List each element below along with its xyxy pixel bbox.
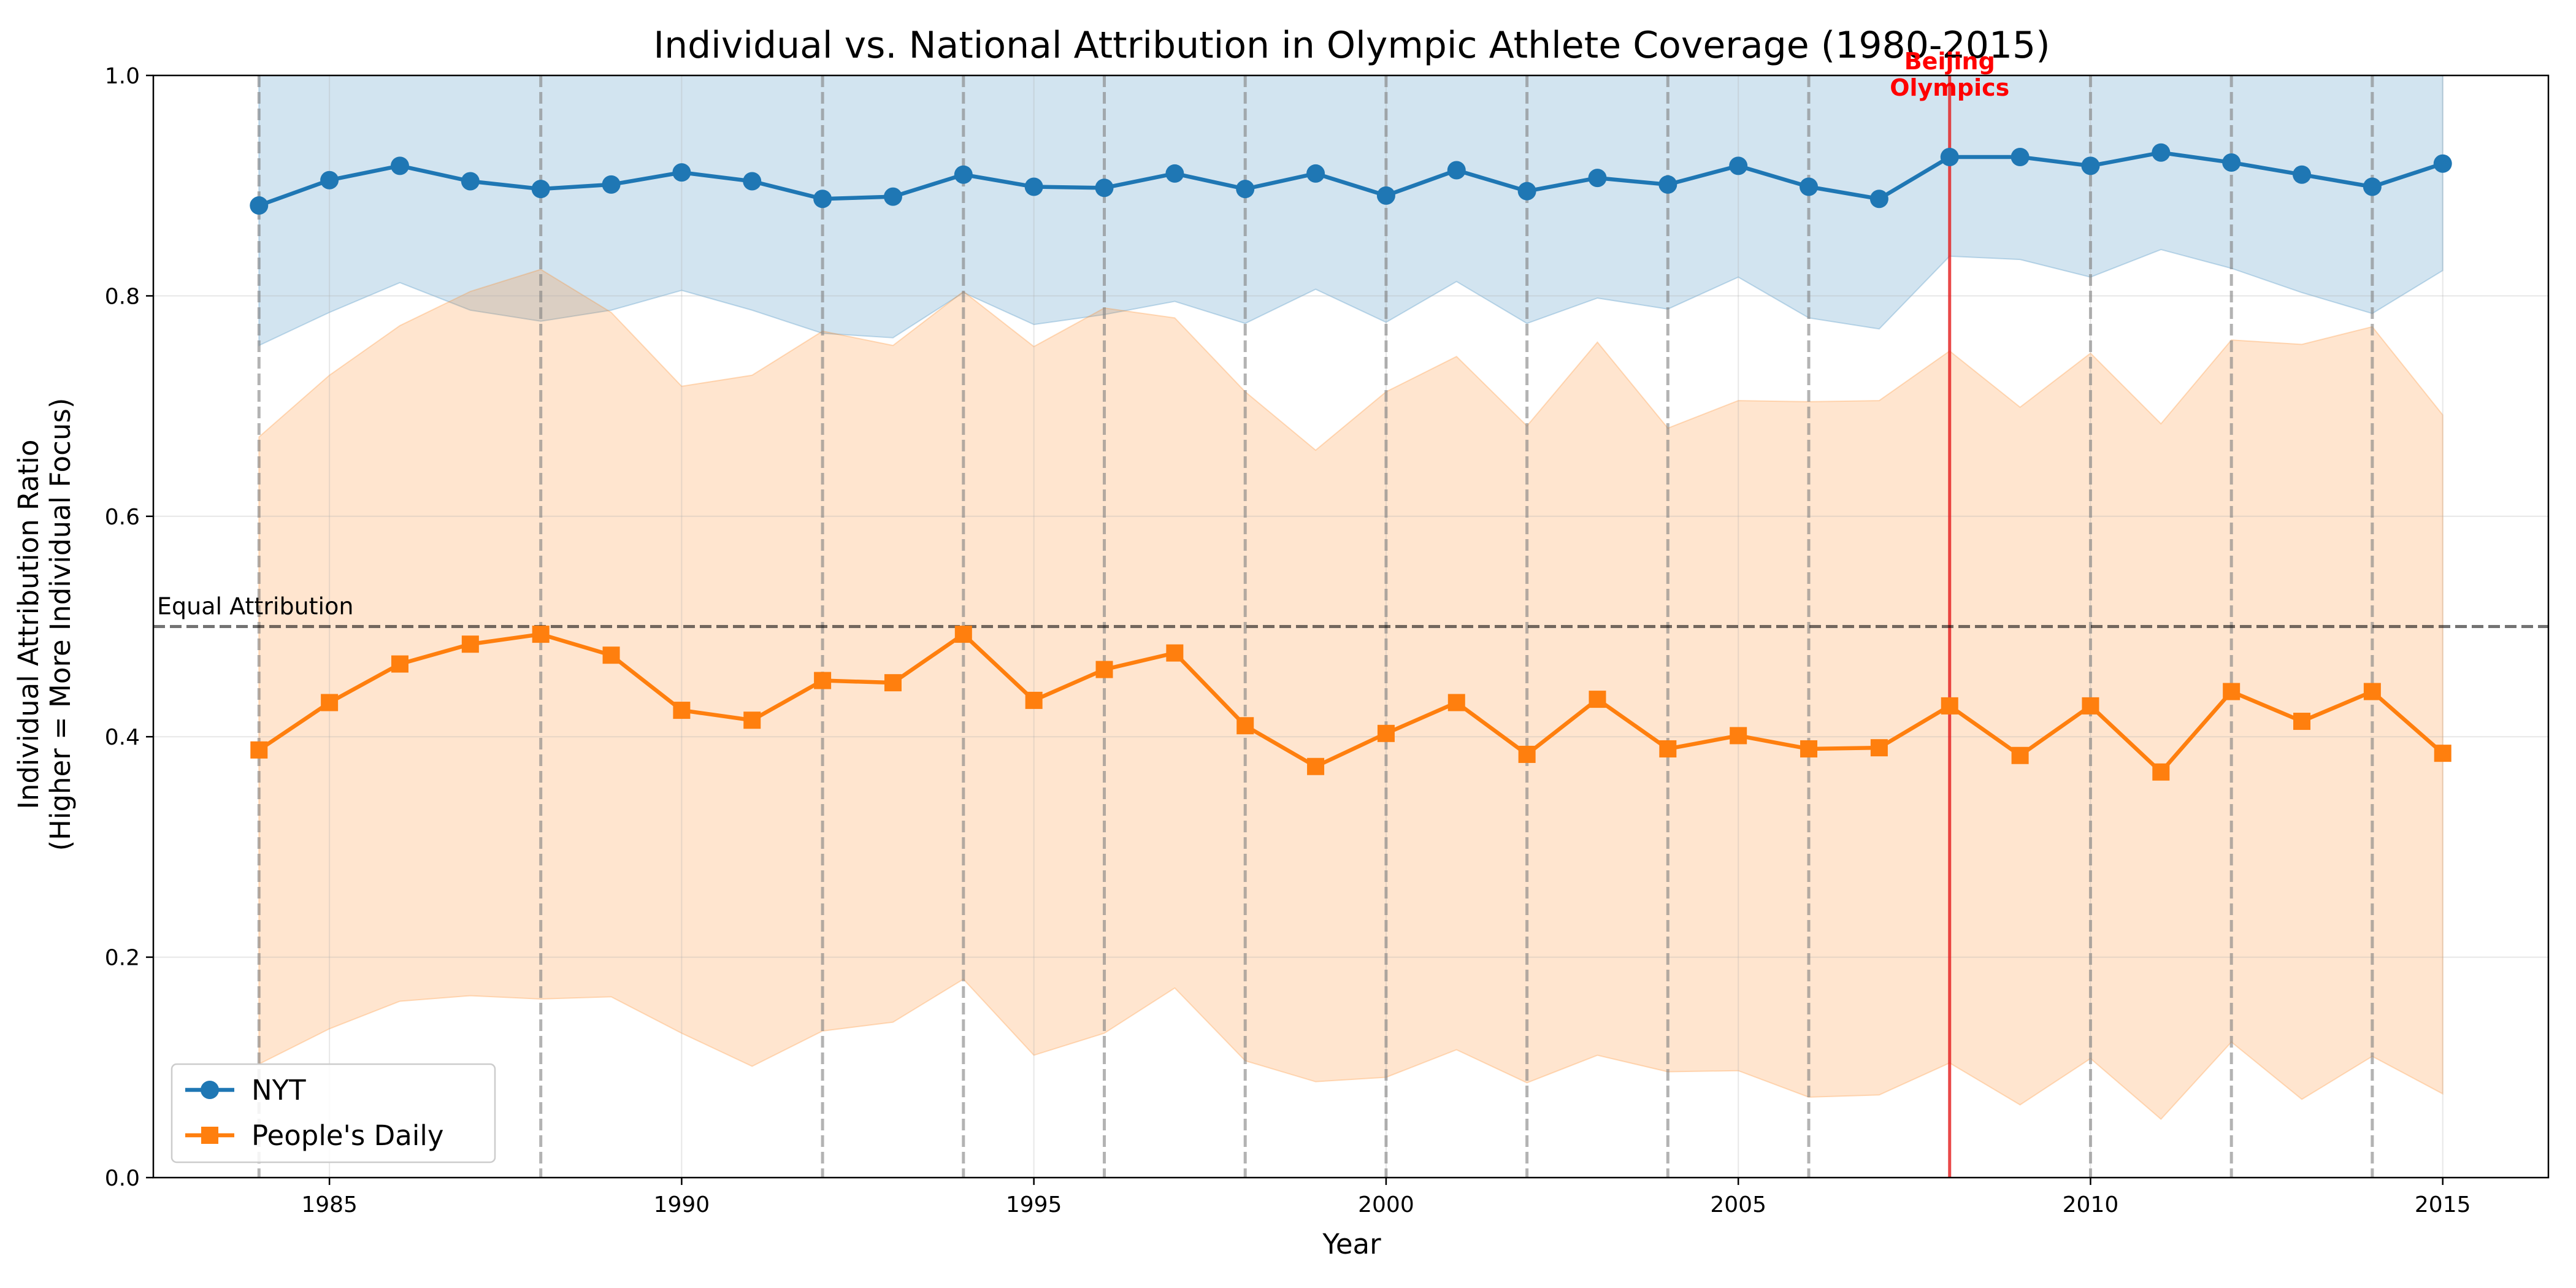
- data-point: [532, 626, 550, 643]
- data-point: [1941, 697, 1958, 715]
- plot-area: 1985 1990 1995 2000 2005 2010 2015 0.0 0.2 0.4 0.6…: [105, 48, 2550, 1217]
- data-point: [2152, 763, 2170, 781]
- y-tick-label: 0.2: [105, 946, 140, 971]
- data-point: [1730, 727, 1747, 745]
- data-point: [390, 156, 409, 175]
- data-point: [814, 672, 832, 689]
- data-point: [1025, 691, 1043, 709]
- data-point: [2363, 177, 2382, 196]
- equal-attribution-label: Equal Attribution: [157, 593, 353, 620]
- data-point: [2222, 153, 2241, 172]
- legend: NYT People's Daily: [171, 1063, 496, 1163]
- data-point: [954, 165, 973, 184]
- data-point: [2011, 147, 2030, 166]
- data-point: [1517, 182, 1536, 201]
- legend-box: [171, 1063, 496, 1163]
- data-point: [1307, 757, 1325, 775]
- data-point: [2011, 746, 2029, 764]
- y-axis-title: Individual Attribution Ratio (Higher = M…: [12, 398, 77, 851]
- data-point: [531, 180, 550, 199]
- confidence-band-1: [258, 269, 2444, 1121]
- data-point: [250, 196, 269, 215]
- data-point: [1729, 156, 1748, 175]
- data-point: [1377, 724, 1395, 742]
- data-point: [1447, 161, 1466, 180]
- x-tick-label: 2015: [2415, 1192, 2471, 1217]
- data-point: [813, 190, 832, 209]
- legend-marker-0: [201, 1081, 219, 1099]
- series-line-0: [258, 150, 2444, 208]
- x-tick-label: 1985: [301, 1192, 358, 1217]
- x-tick-label: 1990: [654, 1192, 710, 1217]
- x-axis-title: Year: [1322, 1228, 1381, 1260]
- y-tick-label: 0.6: [105, 505, 140, 530]
- data-point: [1870, 739, 1888, 757]
- data-point: [672, 163, 691, 182]
- data-point: [2223, 683, 2241, 700]
- y-tick-label: 0.8: [105, 284, 140, 309]
- data-point: [321, 694, 339, 711]
- data-point: [883, 187, 902, 206]
- y-tick-label: 1.0: [105, 64, 140, 89]
- plot-frame: [152, 74, 2550, 1179]
- data-point: [2152, 143, 2171, 162]
- data-point: [743, 172, 762, 191]
- data-point: [884, 674, 902, 692]
- data-point: [743, 711, 761, 729]
- data-point: [2293, 713, 2311, 730]
- data-point: [320, 171, 339, 190]
- y-tick-label: 0.0: [105, 1166, 140, 1191]
- data-point: [602, 646, 620, 664]
- data-point: [1800, 177, 1819, 196]
- data-point: [391, 655, 408, 673]
- data-point: [2082, 697, 2099, 715]
- data-point: [1447, 694, 1465, 711]
- data-point: [2433, 154, 2452, 173]
- data-point: [1659, 740, 1677, 757]
- legend-label-1: People's Daily: [251, 1119, 443, 1152]
- beijing-label-line2: Olympics: [1890, 74, 2009, 101]
- data-point: [673, 702, 691, 719]
- x-tick-label: 2005: [1710, 1192, 1766, 1217]
- data-point: [1165, 164, 1184, 183]
- data-point: [1589, 691, 1606, 708]
- data-point: [1518, 745, 1536, 763]
- data-point: [1095, 661, 1113, 678]
- legend-label-0: NYT: [251, 1074, 306, 1106]
- x-tick-label: 1995: [1006, 1192, 1062, 1217]
- data-point: [1800, 740, 1818, 757]
- data-point: [954, 626, 972, 643]
- data-point: [461, 635, 479, 653]
- data-point: [1306, 164, 1325, 183]
- data-point: [2434, 745, 2451, 762]
- data-point: [1236, 717, 1254, 735]
- data-point: [2293, 165, 2312, 184]
- data-point: [1095, 178, 1114, 197]
- data-point: [1940, 147, 1959, 166]
- data-point: [1869, 190, 1888, 209]
- chart-title: Individual vs. National Attribution in O…: [653, 24, 2050, 67]
- data-point: [1236, 180, 1255, 199]
- data-point: [1024, 177, 1043, 196]
- data-point: [461, 172, 480, 191]
- data-point: [2081, 156, 2100, 175]
- beijing-label-line1: Beijing: [1904, 48, 1995, 75]
- data-point: [602, 175, 621, 194]
- plot-inner: [153, 75, 2548, 1178]
- data-point: [2363, 683, 2381, 700]
- x-tick-label: 2000: [1358, 1192, 1414, 1217]
- legend-marker-1: [201, 1127, 218, 1144]
- x-tick-label: 2010: [2063, 1192, 2119, 1217]
- data-point: [1376, 186, 1395, 205]
- y-axis-title-line1: Individual Attribution Ratio: [12, 440, 45, 810]
- y-axis-title-line2: (Higher = More Individual Focus): [44, 398, 77, 851]
- y-tick-label: 0.4: [105, 725, 140, 750]
- data-point: [1658, 175, 1677, 194]
- confidence-band-0: [258, 75, 2444, 347]
- series-line-1: [258, 632, 2444, 774]
- data-point: [1166, 644, 1184, 662]
- data-point: [250, 741, 268, 759]
- data-point: [1588, 169, 1607, 188]
